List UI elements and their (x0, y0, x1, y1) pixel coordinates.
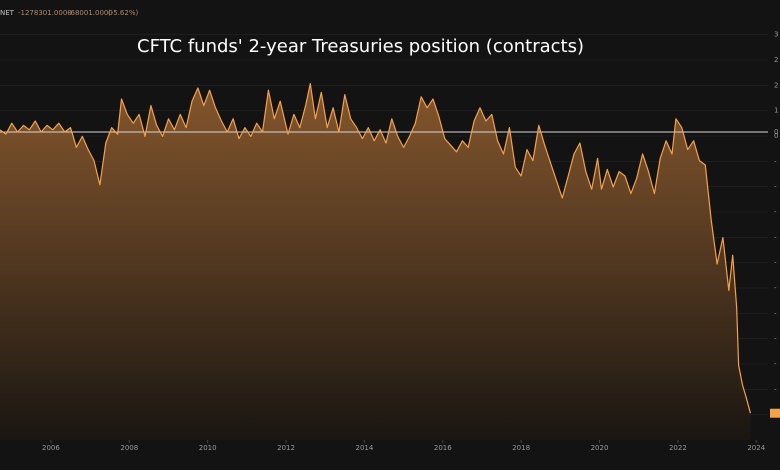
legend: NET -1278301.0000 -68001.0000 (-5.62%) (0, 9, 138, 17)
y-tick-label: 1 (774, 107, 778, 115)
x-tick-label: 2014 (355, 444, 373, 452)
y-tick-label: - (774, 157, 777, 165)
y-tick-label: 2 (774, 56, 778, 64)
x-axis-ticks: 2006 2008 2010 2012 2014 2016 2018 2020 2022 2024 (42, 440, 766, 452)
x-tick-label: 2020 (591, 444, 609, 452)
last-value-marker (770, 408, 780, 418)
x-tick-label: 2018 (512, 444, 530, 452)
y-tick-label: 2 (774, 81, 778, 89)
y-tick-label: - (774, 335, 777, 343)
x-tick-label: 2024 (747, 444, 765, 452)
legend-change-pct: (-5.62%) (108, 9, 138, 17)
y-tick-label: - (774, 284, 777, 292)
y-tick-label: - (774, 183, 777, 191)
y-tick-label: - (774, 385, 777, 393)
x-tick-label: 2006 (42, 444, 60, 452)
y-tick-label: - (774, 259, 777, 267)
chart-title: CFTC funds' 2-year Treasuries position (… (137, 36, 584, 57)
area-fill (0, 83, 751, 440)
x-tick-label: 2010 (199, 444, 217, 452)
legend-last-value: -1278301.0000 (18, 9, 72, 17)
legend-change: -68001.0000 (68, 9, 113, 17)
y-tick-label: - (774, 208, 777, 216)
y-tick-label: - (774, 233, 777, 241)
y-tick-label: - (774, 360, 777, 368)
y-tick-label: 0 (774, 132, 778, 140)
y-tick-label-zero: 0 (774, 128, 778, 136)
x-tick-label: 2008 (120, 444, 138, 452)
series-line-net (0, 83, 751, 414)
x-tick-label: 2016 (434, 444, 452, 452)
legend-series-label: NET (0, 9, 15, 17)
x-tick-label: 2012 (277, 444, 295, 452)
y-tick-label: 3 (774, 31, 778, 39)
x-tick-label: 2022 (669, 444, 687, 452)
y-tick-label: - (774, 309, 777, 317)
